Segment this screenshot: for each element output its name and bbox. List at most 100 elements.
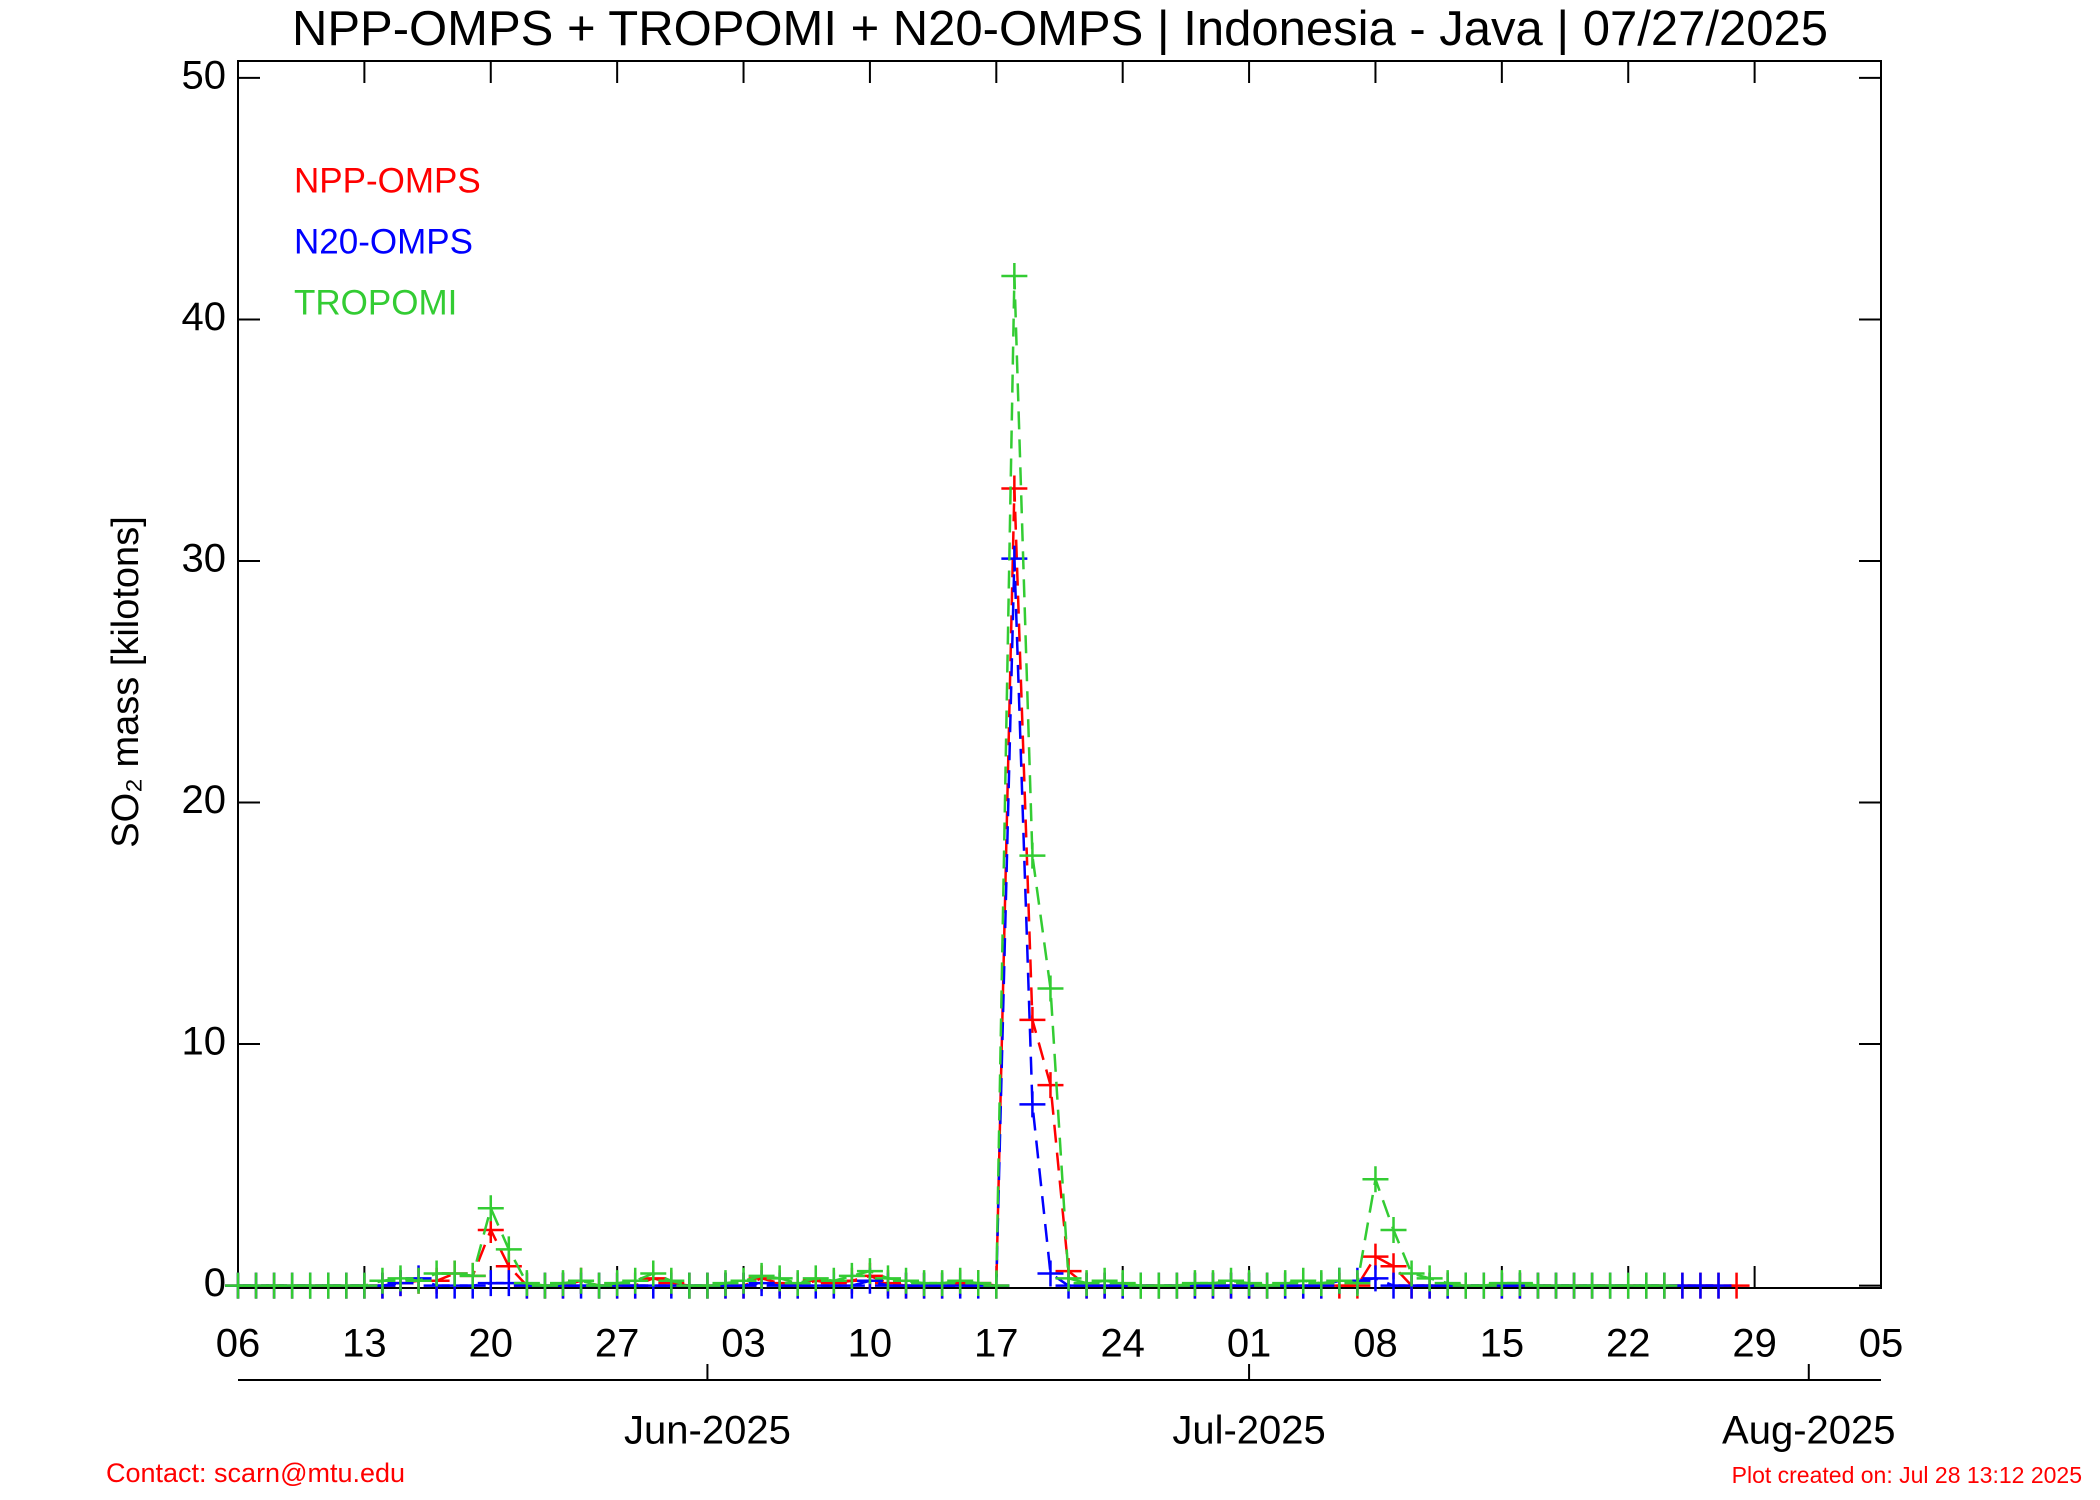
point-marker — [838, 1262, 865, 1289]
point-marker — [1398, 1260, 1425, 1287]
point-marker — [351, 1272, 378, 1299]
chart-title: NPP-OMPS + TROPOMI + N20-OMPS | Indonesi… — [292, 2, 1828, 56]
point-marker — [1326, 1267, 1353, 1294]
point-marker — [1236, 1270, 1263, 1297]
point-marker — [1037, 1072, 1064, 1099]
x-tick-label: 05 — [1859, 1322, 1904, 1366]
point-marker — [1470, 1272, 1497, 1299]
point-marker — [983, 1272, 1010, 1299]
series-line — [238, 558, 1719, 1287]
point-marker — [1163, 1272, 1190, 1299]
point-marker — [531, 1272, 558, 1299]
y-tick-label: 50 — [182, 53, 227, 97]
point-marker — [1344, 1270, 1371, 1297]
x-tick-label: 03 — [721, 1322, 766, 1366]
point-marker — [1019, 842, 1046, 869]
point-marker — [1380, 1217, 1407, 1244]
x-tick-label: 20 — [469, 1322, 514, 1366]
point-marker — [1073, 1270, 1100, 1297]
point-marker — [1019, 1091, 1046, 1118]
point-marker — [712, 1270, 739, 1297]
point-marker — [1362, 1265, 1389, 1292]
point-marker — [1199, 1270, 1226, 1297]
point-marker — [622, 1267, 649, 1294]
x-tick-label: 29 — [1732, 1322, 1777, 1366]
point-marker — [459, 1262, 486, 1289]
point-marker — [568, 1267, 595, 1294]
point-marker — [1254, 1272, 1281, 1299]
point-marker — [405, 1267, 432, 1294]
point-marker — [784, 1270, 811, 1297]
point-marker — [1416, 1265, 1443, 1292]
point-marker — [1001, 262, 1028, 289]
point-marker — [640, 1260, 667, 1287]
x-tick-label: 22 — [1606, 1322, 1651, 1366]
point-marker — [947, 1267, 974, 1294]
created-note: Plot created on: Jul 28 13:12 2025 — [1732, 1462, 2082, 1488]
y-tick-label: 40 — [182, 295, 227, 339]
series-line — [238, 275, 1665, 1288]
point-marker — [1290, 1267, 1317, 1294]
point-marker — [1001, 475, 1028, 502]
series-line — [238, 488, 1737, 1288]
point-marker — [1272, 1270, 1299, 1297]
point-marker — [1218, 1267, 1245, 1294]
point-marker — [549, 1270, 576, 1297]
point-marker — [586, 1272, 613, 1299]
x-tick-label: 01 — [1227, 1322, 1272, 1366]
point-marker — [513, 1270, 540, 1297]
point-marker — [1109, 1270, 1136, 1297]
plot-frame — [237, 60, 1882, 1289]
y-tick-label: 10 — [182, 1020, 227, 1064]
month-label: Jul-2025 — [1172, 1409, 1325, 1453]
month-label: Jun-2025 — [624, 1409, 791, 1453]
point-marker — [748, 1262, 775, 1289]
point-marker — [856, 1258, 883, 1285]
x-tick-label: 10 — [848, 1322, 893, 1366]
point-marker — [477, 1195, 504, 1222]
point-marker — [1362, 1166, 1389, 1193]
x-tick-label: 06 — [216, 1322, 261, 1366]
point-marker — [477, 1217, 504, 1244]
point-marker — [1037, 975, 1064, 1002]
legend-entry: TROPOMI — [294, 283, 457, 322]
month-label: Aug-2025 — [1722, 1409, 1895, 1453]
point-marker — [1434, 1270, 1461, 1297]
x-tick-label: 13 — [342, 1322, 387, 1366]
point-marker — [730, 1267, 757, 1294]
point-marker — [441, 1260, 468, 1287]
y-tick-label: 30 — [182, 537, 227, 581]
point-marker — [929, 1270, 956, 1297]
x-tick-label: 27 — [595, 1322, 640, 1366]
legend-entry: N20-OMPS — [294, 222, 473, 261]
point-marker — [965, 1270, 992, 1297]
point-marker — [495, 1236, 522, 1263]
point-marker — [387, 1265, 414, 1292]
point-marker — [1037, 1260, 1064, 1287]
point-marker — [874, 1265, 901, 1292]
point-marker — [1308, 1270, 1335, 1297]
point-marker — [1091, 1267, 1118, 1294]
x-tick-label: 08 — [1353, 1322, 1398, 1366]
point-marker — [369, 1267, 396, 1294]
x-tick-label: 24 — [1100, 1322, 1145, 1366]
point-marker — [1019, 1006, 1046, 1033]
legend-entry: NPP-OMPS — [294, 161, 481, 200]
point-marker — [1705, 1272, 1732, 1299]
y-axis-label: SO₂ mass [kilotons] — [105, 516, 147, 848]
point-marker — [766, 1265, 793, 1292]
point-marker — [658, 1267, 685, 1294]
point-marker — [1362, 1243, 1389, 1270]
x-tick-label: 17 — [974, 1322, 1019, 1366]
point-marker — [820, 1267, 847, 1294]
point-marker — [604, 1270, 631, 1297]
point-marker — [1506, 1270, 1533, 1297]
point-marker — [1651, 1272, 1678, 1299]
point-marker — [1055, 1265, 1082, 1292]
point-marker — [893, 1267, 920, 1294]
x-tick-label: 15 — [1480, 1322, 1525, 1366]
point-marker — [694, 1272, 721, 1299]
y-tick-label: 0 — [204, 1261, 226, 1305]
point-marker — [802, 1265, 829, 1292]
